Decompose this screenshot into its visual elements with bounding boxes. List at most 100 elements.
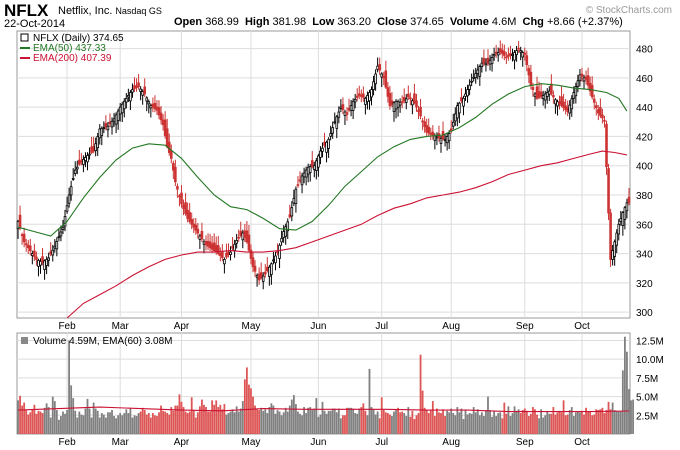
price-tick-label: 340 (636, 250, 653, 261)
candle-body (292, 198, 296, 204)
candle-body (537, 91, 541, 98)
candle-body (552, 95, 555, 98)
candle-body (96, 136, 100, 149)
candle-body (122, 100, 126, 110)
volume-bar (98, 417, 101, 434)
price-legend-entry: EMA(200) 407.39 (33, 53, 112, 64)
high-value: 381.98 (272, 16, 307, 28)
close-value: 374.65 (410, 16, 444, 28)
candle-body (78, 159, 81, 165)
volume-bar (25, 410, 28, 434)
volume-tick-label: 2.5M (636, 411, 658, 422)
volume-bar (156, 416, 158, 434)
volume-bar (233, 412, 236, 434)
price-tick-label: 420 (636, 132, 653, 143)
candle-body (288, 214, 292, 218)
candle-body (26, 245, 30, 249)
volume-bar (198, 406, 201, 434)
candle-body (382, 75, 386, 79)
volume-bar (472, 407, 475, 434)
volume-bar (470, 413, 473, 434)
candle-body (349, 105, 353, 111)
candle-body (186, 209, 189, 219)
month-label: May (242, 437, 261, 448)
month-label: Jun (310, 437, 326, 448)
volume-bar (585, 407, 587, 434)
volume-bar (305, 413, 308, 434)
candle-body (617, 223, 621, 235)
price-legend-entry: NFLX (Daily) 374.65 (33, 33, 124, 44)
candle-body (153, 102, 157, 110)
candle-body (472, 76, 475, 79)
company-name: Netflix, Inc. Nasdaq GS (58, 5, 162, 17)
candle-body (39, 260, 42, 266)
volume-bar (505, 413, 508, 434)
volume-bar (209, 411, 211, 434)
candle-body (545, 92, 549, 97)
volume-bar (532, 407, 534, 434)
candle-body (368, 92, 371, 102)
candle-body (241, 232, 245, 241)
volume-bar (284, 407, 287, 434)
volume-bar (527, 416, 530, 434)
volume-bar (162, 410, 164, 434)
candle-body (474, 73, 478, 79)
candle-body (613, 241, 616, 257)
volume-bar (327, 410, 330, 434)
volume-panel (16, 332, 631, 435)
candle-body (129, 92, 132, 102)
volume-bar (329, 410, 332, 434)
volume-bar (172, 410, 175, 434)
volume-bar (147, 413, 150, 434)
candle-body (100, 127, 104, 136)
candle-body (219, 253, 222, 256)
candle-body (541, 95, 545, 99)
volume-bar (121, 415, 124, 434)
volume-bar (323, 410, 326, 434)
candle-body (464, 93, 467, 97)
volume-bar (466, 414, 469, 434)
volume-bar (254, 405, 256, 434)
candle-body (178, 195, 181, 198)
volume-bar (184, 411, 187, 434)
candle-body (247, 234, 251, 251)
volume-bar (55, 410, 58, 434)
candle-body (376, 65, 379, 70)
candle-body (45, 259, 48, 266)
volume-bar (182, 407, 185, 434)
stockcharts-logo[interactable]: © StockCharts.com (585, 5, 672, 16)
volume-bar (519, 413, 522, 434)
candle-body (486, 57, 490, 64)
candle-body (157, 107, 161, 116)
candle-body (280, 238, 283, 243)
candle-body (435, 136, 439, 139)
volume-bar (501, 418, 504, 434)
volume-bar (303, 407, 305, 434)
volume-bar (583, 414, 585, 434)
candle-body (310, 160, 314, 167)
volume-bar (480, 412, 483, 434)
candle-body (249, 249, 253, 259)
candle-body (137, 82, 140, 88)
candle-body (576, 80, 580, 87)
volume-bar (521, 410, 524, 434)
volume-bar (491, 416, 493, 434)
volume-bar (31, 409, 34, 434)
volume-bar (88, 408, 91, 434)
volume-bar (256, 409, 258, 434)
volume-bar (223, 404, 226, 434)
volume-bar (29, 412, 32, 434)
candle-body (104, 123, 108, 128)
month-label: Jul (375, 321, 388, 332)
volume-bar (476, 409, 479, 434)
volume-bar (609, 409, 612, 434)
volume-bar (239, 408, 242, 434)
candle-body (500, 49, 504, 54)
candle-body (597, 109, 600, 114)
volume-bar (574, 412, 577, 434)
volume-bar (454, 415, 457, 434)
candle-body (503, 51, 506, 56)
candle-body (272, 259, 275, 262)
volume-bar (344, 415, 346, 434)
volume-bar (145, 414, 148, 434)
